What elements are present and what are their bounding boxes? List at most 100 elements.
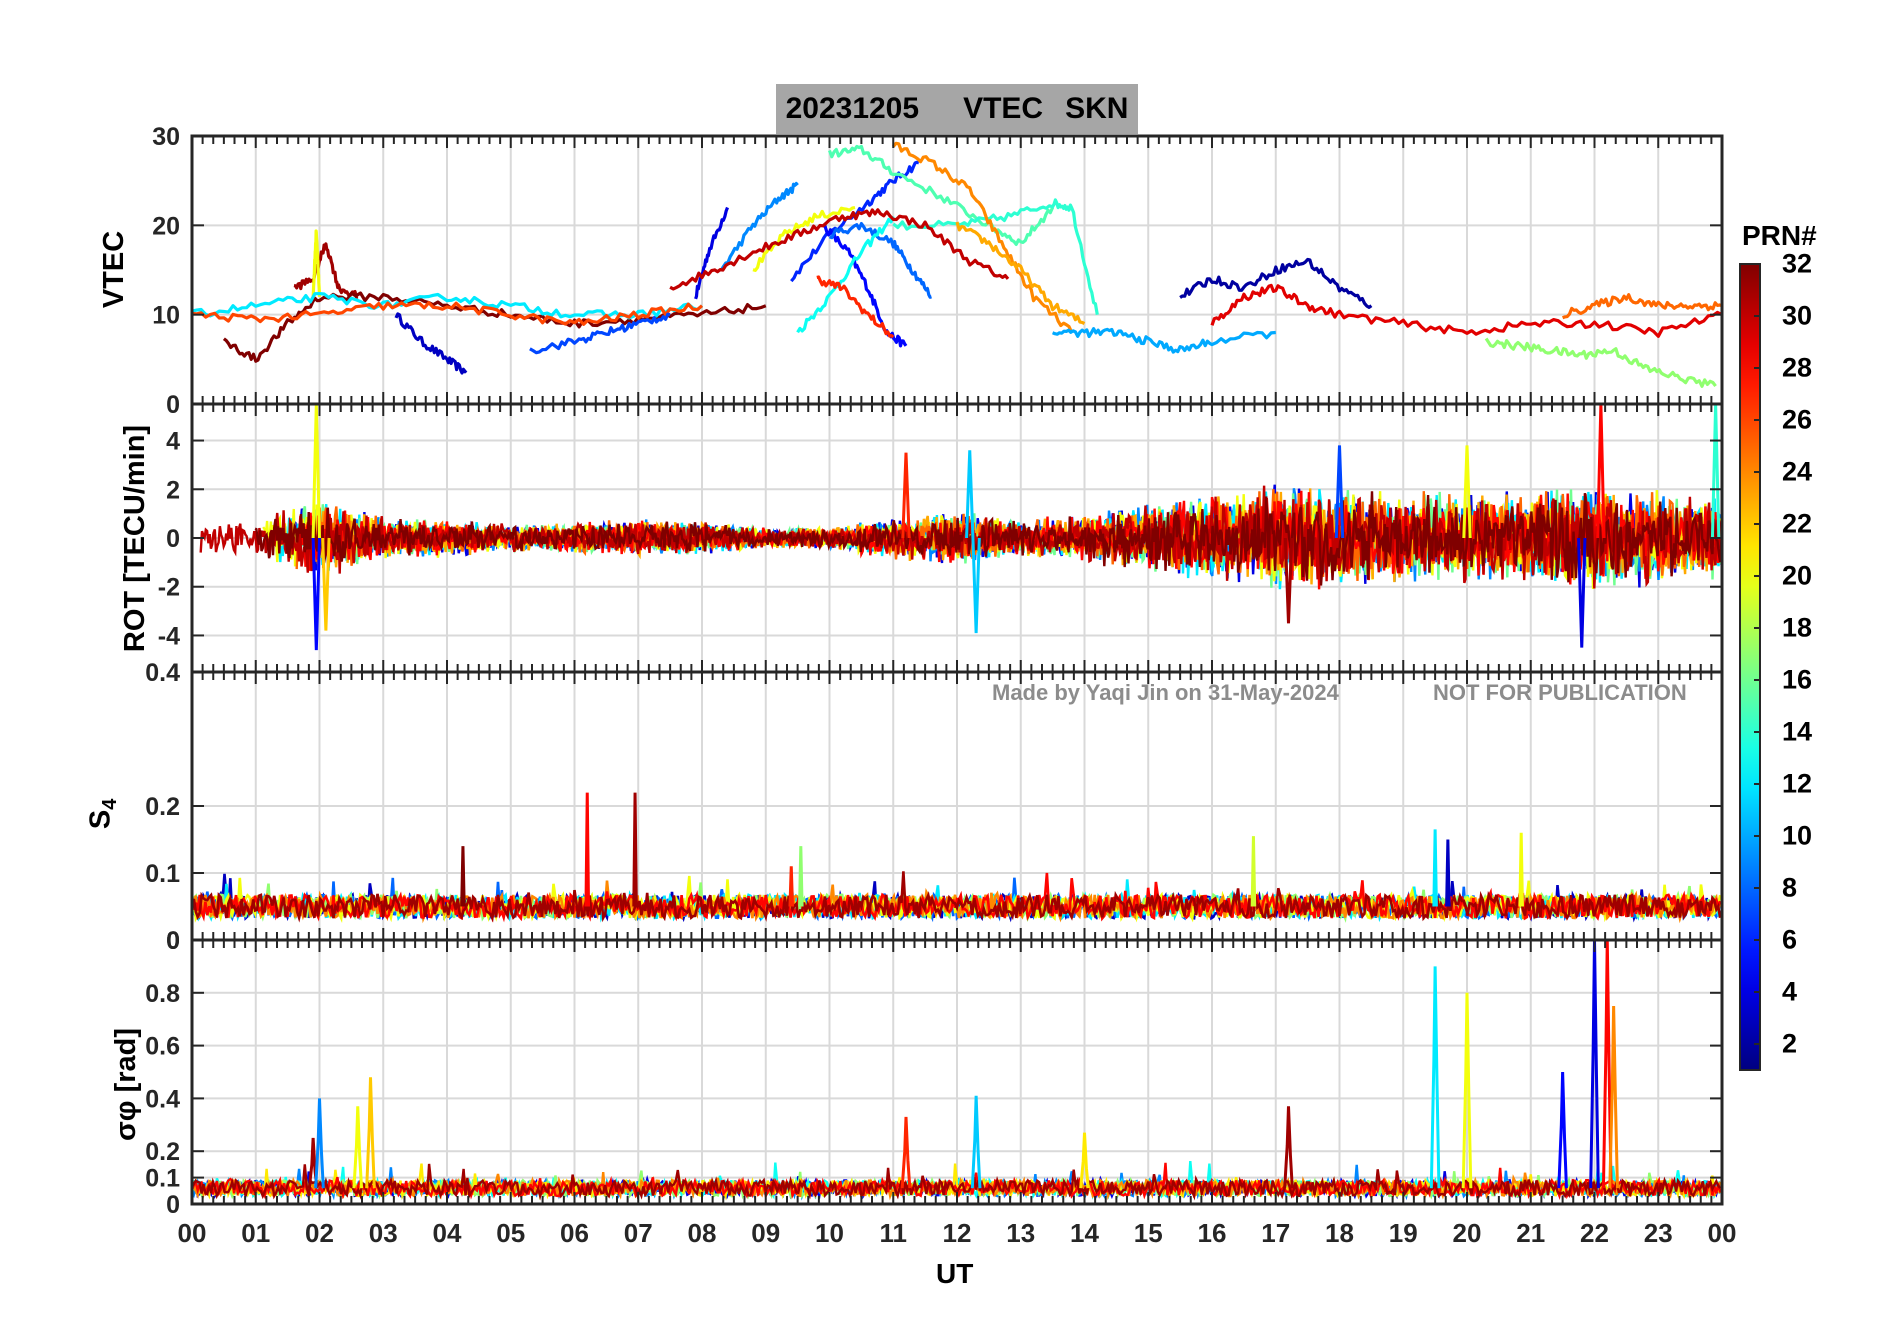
x-tick-label: 03: [369, 1218, 398, 1248]
x-tick-label: 14: [1070, 1218, 1099, 1248]
rot-spike: [1577, 537, 1587, 648]
x-tick-label: 11: [880, 1218, 908, 1248]
y-tick-label: 0: [166, 391, 180, 419]
y-tick-label: 4: [166, 428, 180, 456]
vtec-line-prn-15: [827, 144, 1055, 246]
x-tick-label: 22: [1580, 1218, 1609, 1248]
x-tick-label: 07: [624, 1218, 653, 1248]
sigma-spike: [365, 1077, 376, 1189]
sigma-spike: [352, 1106, 364, 1189]
vtec-line-prn-12: [192, 292, 704, 320]
sigma-spike: [1461, 992, 1473, 1189]
ylabel-rot: ROT [TECU/min]: [119, 424, 152, 653]
colorbar-tick-label: 2: [1782, 1028, 1798, 1059]
colorbar-bar: [1739, 263, 1761, 1071]
rot-spike: [971, 537, 981, 634]
s4-spike: [632, 792, 638, 907]
vtec-line-prn-32: [222, 291, 767, 363]
y-tick-label: 0.4: [145, 659, 180, 687]
sigma-spike: [1608, 1005, 1619, 1189]
s4-spike: [1518, 832, 1524, 907]
s4-trace-prn-31: [192, 871, 1722, 923]
xaxis-label: UT: [936, 1258, 974, 1289]
colorbar-tick-label: 12: [1782, 768, 1813, 799]
watermark-author: Made by Yaqi Jin on 31-May-2024: [992, 680, 1339, 705]
rot-trace-prn-32: [254, 491, 1722, 586]
rot-spike: [1334, 445, 1345, 539]
y-tick-label: 10: [152, 302, 180, 330]
sigma-spike: [1429, 966, 1441, 1189]
y-tick-label: 0.8: [145, 980, 180, 1008]
vtec-line-prn-24: [892, 141, 1074, 334]
x-tick-label: 09: [751, 1218, 780, 1248]
vtec-line-prn-13: [796, 215, 895, 334]
y-tick-label: 2: [166, 476, 180, 504]
sigma-spike: [1079, 1132, 1090, 1189]
colorbar-tick-label: 18: [1782, 612, 1813, 643]
y-tick-label: 0.2: [145, 1138, 180, 1166]
y-tick-label: 0.2: [145, 793, 180, 821]
sigma-spike: [1589, 940, 1600, 1189]
vtec-line-prn-8: [828, 222, 932, 299]
rot-spike: [1596, 404, 1606, 539]
vtec-line-prn-27: [816, 275, 895, 339]
title-station: SKN: [1065, 92, 1129, 125]
ylabel-vtec: VTEC: [98, 230, 131, 309]
ylabel-s4-text: S4: [84, 798, 122, 830]
vtec-line-prn-23: [955, 221, 1086, 326]
vtec-line-prn-26: [192, 301, 704, 326]
ylabel-sigma-phi: σφ [rad]: [110, 1027, 143, 1142]
y-tick-label: 0.1: [145, 1165, 180, 1193]
rot-spike: [311, 537, 321, 651]
x-tick-label: 04: [433, 1218, 462, 1248]
watermark-notice: NOT FOR PUBLICATION: [1433, 680, 1687, 705]
s4-spike: [1250, 836, 1257, 907]
y-tick-label: 0.4: [145, 1085, 180, 1113]
x-tick-label: 17: [1261, 1218, 1290, 1248]
sigma-spike: [1283, 1106, 1294, 1189]
s4-spike: [584, 792, 591, 907]
rot-spike: [965, 450, 975, 539]
vtec-line-prn-20: [311, 229, 322, 298]
x-tick-label: 23: [1644, 1218, 1673, 1248]
vtec-line-prn-10: [1052, 327, 1276, 354]
x-tick-label: 08: [688, 1218, 717, 1248]
colorbar-tick-label: 22: [1782, 508, 1813, 539]
colorbar-tick-label: 26: [1782, 404, 1813, 435]
x-tick-label: 06: [560, 1218, 589, 1248]
colorbar-tick-label: 16: [1782, 664, 1813, 695]
extra-tick-labels: 0.4 0 0: [145, 391, 180, 955]
x-tick-label: 01: [241, 1218, 270, 1248]
chart-title: 20231205 VTEC SKN: [776, 84, 1138, 134]
x-tick-label: 02: [305, 1218, 334, 1248]
colorbar-tick-label: 6: [1782, 924, 1798, 955]
vtec-line-prn-4: [694, 206, 729, 300]
rot-spike: [1283, 537, 1294, 624]
y-tick-label: 0: [166, 927, 180, 955]
rot-series-group: [199, 404, 1722, 651]
x-tick-labels: 00 01 02 03 04 05 06 07 08 09 10 11 12 13 14 15 16 17 18 19…: [178, 1218, 1737, 1248]
s4-spike: [460, 846, 466, 907]
x-tick-label: 21: [1516, 1218, 1545, 1248]
x-tick-label: 12: [943, 1218, 972, 1248]
vtec-line-prn-14: [892, 198, 1099, 315]
s4-series-group: [192, 792, 1722, 924]
s4-spike: [788, 866, 795, 907]
sigma-spike: [970, 1095, 982, 1189]
vtec-line-prn-29: [1210, 283, 1722, 338]
sigma-spike: [314, 1098, 325, 1189]
vtec-line-prn-7: [529, 312, 671, 355]
vtec-line-prn-31: [293, 242, 359, 299]
x-tick-label: 20: [1453, 1218, 1482, 1248]
colorbar-tick-label: 8: [1782, 872, 1798, 903]
vtec-line-prn-2: [1179, 257, 1373, 309]
x-tick-label: 05: [496, 1218, 525, 1248]
title-quantity: VTEC: [963, 92, 1044, 125]
colorbar: [1739, 263, 1761, 1071]
y-tick-label: 0: [166, 927, 180, 955]
title-date: 20231205: [785, 92, 920, 125]
colorbar-tick-label: 32: [1782, 248, 1813, 279]
y-tick-label: 0: [166, 1191, 180, 1219]
sigma-spike: [1601, 940, 1613, 1189]
